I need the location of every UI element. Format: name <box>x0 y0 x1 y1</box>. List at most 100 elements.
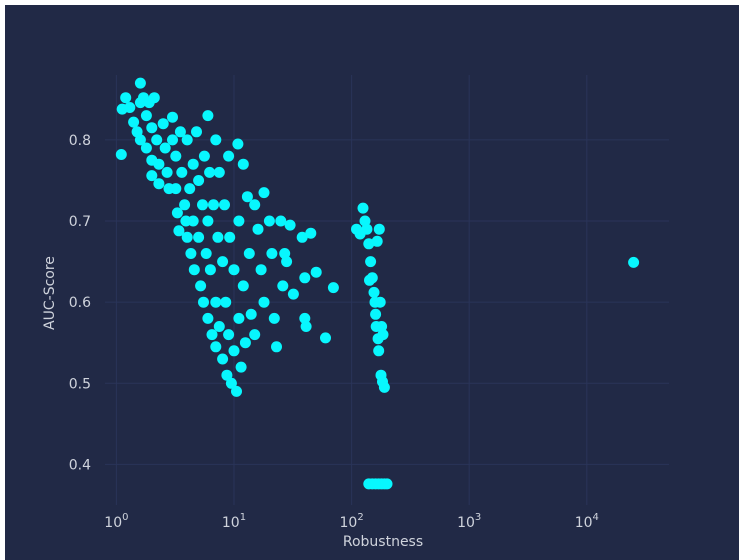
data-point <box>327 282 339 294</box>
data-point <box>271 341 282 353</box>
x-tick-base: 10 <box>457 515 475 531</box>
data-point <box>191 126 202 138</box>
data-point <box>206 329 218 341</box>
data-point <box>198 150 210 162</box>
y-tick-label: 0.6 <box>69 295 91 311</box>
data-point <box>268 312 280 324</box>
data-point <box>153 158 165 170</box>
x-tick-label: 103 <box>457 512 481 531</box>
x-tick-exponent: 3 <box>475 512 481 523</box>
y-tick-label: 0.7 <box>69 214 91 230</box>
data-point <box>228 345 240 357</box>
data-point <box>277 280 289 292</box>
data-point <box>193 175 205 186</box>
data-point <box>305 227 317 239</box>
data-point <box>233 312 245 324</box>
data-point <box>258 296 270 308</box>
data-point <box>299 312 311 324</box>
x-tick-label: 102 <box>339 512 363 531</box>
y-tick-label: 0.8 <box>69 133 91 149</box>
x-tick-base: 10 <box>104 515 122 531</box>
x-axis-ticks: 100 101 102 103 104 <box>104 512 599 531</box>
data-point <box>224 231 236 243</box>
data-point <box>197 199 208 211</box>
data-point <box>179 199 191 211</box>
data-point <box>157 118 169 130</box>
data-point <box>146 122 158 134</box>
data-point <box>225 377 237 389</box>
data-point <box>202 215 214 227</box>
data-point <box>213 166 225 178</box>
data-point <box>219 199 230 211</box>
data-point <box>231 385 242 397</box>
data-point <box>366 272 378 284</box>
data-point <box>310 266 322 278</box>
data-point <box>381 478 393 490</box>
data-point <box>153 178 165 190</box>
data-point <box>357 202 369 214</box>
data-point <box>320 332 331 344</box>
data-point <box>371 235 383 247</box>
data-point <box>376 321 388 332</box>
data-point <box>237 280 249 292</box>
x-tick-base: 10 <box>339 515 357 531</box>
data-point <box>193 231 205 243</box>
data-point <box>187 215 199 227</box>
data-point <box>237 158 249 170</box>
data-point <box>370 308 382 320</box>
data-point <box>161 166 173 178</box>
data-point <box>195 280 207 292</box>
x-tick-exponent: 1 <box>240 512 246 523</box>
data-point <box>174 126 186 138</box>
data-point <box>176 166 188 178</box>
data-point <box>204 264 216 276</box>
data-point <box>213 321 225 332</box>
data-point <box>140 110 152 122</box>
data-point <box>170 150 182 162</box>
data-point <box>245 308 257 320</box>
data-point <box>374 296 386 308</box>
data-point <box>181 231 193 243</box>
y-tick-label: 0.4 <box>69 457 91 473</box>
data-point <box>146 170 158 182</box>
data-point <box>223 150 235 162</box>
data-point <box>266 248 278 259</box>
data-point <box>202 312 214 324</box>
data-point <box>115 149 127 160</box>
data-point <box>287 288 299 300</box>
data-point <box>210 134 222 146</box>
data-point <box>377 329 389 341</box>
data-point <box>252 223 264 235</box>
data-point <box>167 111 178 123</box>
data-point <box>299 272 311 284</box>
data-point <box>373 345 385 357</box>
data-point <box>284 219 296 231</box>
data-point <box>220 296 232 308</box>
data-point <box>243 248 255 259</box>
data-point <box>173 225 185 237</box>
data-point <box>212 231 224 243</box>
data-point <box>300 321 312 332</box>
data-point <box>187 158 199 170</box>
data-point <box>233 215 245 227</box>
data-point <box>210 296 222 308</box>
scatter-chart: 100 101 102 103 104 0.40.50.60.70.8 Robustne… <box>42 75 669 550</box>
x-tick-exponent: 0 <box>122 512 128 523</box>
data-point <box>368 286 380 298</box>
data-point <box>204 166 216 178</box>
data-point <box>232 138 244 150</box>
data-point <box>200 248 212 259</box>
x-tick-label: 100 <box>104 512 128 531</box>
data-point <box>202 110 214 122</box>
data-point <box>359 215 371 227</box>
x-tick-exponent: 2 <box>357 512 363 523</box>
data-point <box>140 142 152 154</box>
data-point <box>373 223 385 235</box>
data-point <box>241 191 253 203</box>
data-point <box>170 183 182 195</box>
data-point <box>223 329 235 341</box>
data-point <box>208 199 219 211</box>
x-tick-base: 10 <box>222 515 240 531</box>
data-point <box>249 199 261 211</box>
data-point <box>239 337 251 349</box>
